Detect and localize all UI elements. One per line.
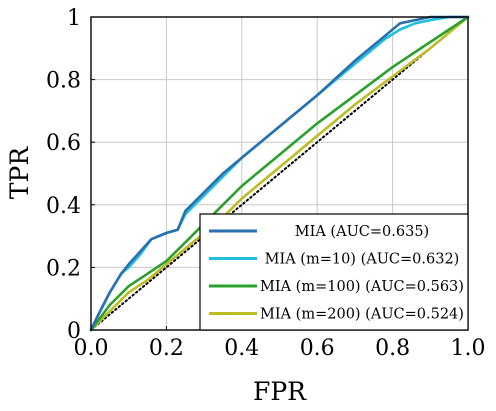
y-tick-label: 0.6 — [46, 131, 81, 156]
x-axis-label: FPR — [253, 377, 307, 406]
y-axis-label: TPR — [5, 146, 34, 199]
legend: MIA (AUC=0.635) MIA (m=10) (AUC=0.632) MIA… — [199, 213, 469, 331]
legend-label-3: MIA (m=200) (AUC=0.524) — [260, 307, 464, 323]
series-line-2 — [89, 15, 470, 332]
x-tick-label: 0.6 — [300, 336, 335, 361]
y-tick-label: 0.2 — [46, 256, 81, 281]
y-tick-label: 0.8 — [46, 69, 81, 94]
y-tick-label: 0 — [67, 319, 81, 344]
x-tick-label: 0.8 — [375, 336, 410, 361]
x-tick-label: 1.0 — [451, 336, 486, 361]
ticks-layer: 0.0 0.2 0.4 0.6 0.8 1.0 0 0.2 0.4 0.6 0.8 1 — [46, 6, 486, 361]
legend-label-1: MIA (m=10) (AUC=0.632) — [265, 252, 460, 268]
x-tick-label: 0.0 — [74, 336, 109, 361]
x-tick-label: 0.4 — [224, 336, 259, 361]
y-tick-label: 1 — [67, 6, 81, 31]
x-tick-label: 0.2 — [149, 336, 184, 361]
legend-label-0: MIA (AUC=0.635) — [295, 224, 429, 240]
reference-diagonal-line — [90, 16, 469, 331]
series-line-0 — [89, 15, 470, 332]
y-tick-label: 0.4 — [46, 194, 81, 219]
legend-box — [199, 213, 469, 331]
reference-layer — [90, 16, 469, 331]
legend-label-2: MIA (m=100) (AUC=0.563) — [260, 279, 464, 295]
